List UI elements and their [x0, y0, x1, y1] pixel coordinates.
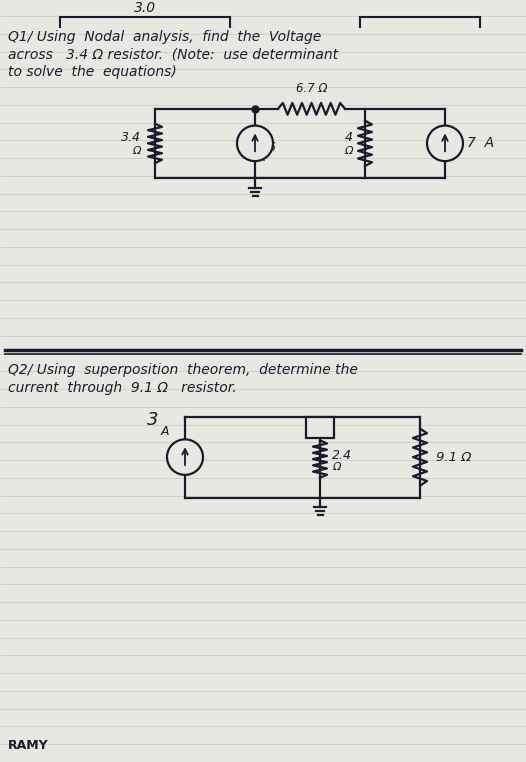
Text: 6.7 Ω: 6.7 Ω	[296, 82, 327, 95]
Text: 5V: 5V	[312, 421, 328, 434]
Text: current  through  9.1 Ω   resistor.: current through 9.1 Ω resistor.	[8, 381, 237, 395]
Text: Q1/ Using  Nodal  analysis,  find  the  Voltage: Q1/ Using Nodal analysis, find the Volta…	[8, 30, 321, 44]
Text: 2.4: 2.4	[332, 449, 352, 462]
Text: to solve  the  equations): to solve the equations)	[8, 66, 177, 79]
Text: 4: 4	[345, 131, 353, 144]
Text: 5.6: 5.6	[257, 141, 277, 154]
Text: across   3.4 Ω resistor.  (Note:  use determinant: across 3.4 Ω resistor. (Note: use determ…	[8, 48, 338, 62]
Text: 9.1 Ω: 9.1 Ω	[436, 450, 471, 463]
Text: Ω: Ω	[332, 462, 340, 472]
Circle shape	[167, 440, 203, 475]
Circle shape	[237, 126, 273, 161]
Text: 7  A: 7 A	[467, 136, 494, 150]
Text: 3.0: 3.0	[134, 1, 156, 15]
Text: A: A	[257, 151, 266, 164]
Text: Ω: Ω	[133, 146, 141, 156]
Text: Ω: Ω	[345, 146, 353, 156]
Circle shape	[427, 126, 463, 161]
Text: Q2/ Using  superposition  theorem,  determine the: Q2/ Using superposition theorem, determi…	[8, 363, 358, 377]
Text: RAMY: RAMY	[8, 739, 48, 752]
Text: A: A	[161, 424, 169, 437]
Text: 3: 3	[147, 411, 159, 429]
Bar	[306, 417, 334, 438]
Text: 3.4: 3.4	[121, 131, 141, 144]
